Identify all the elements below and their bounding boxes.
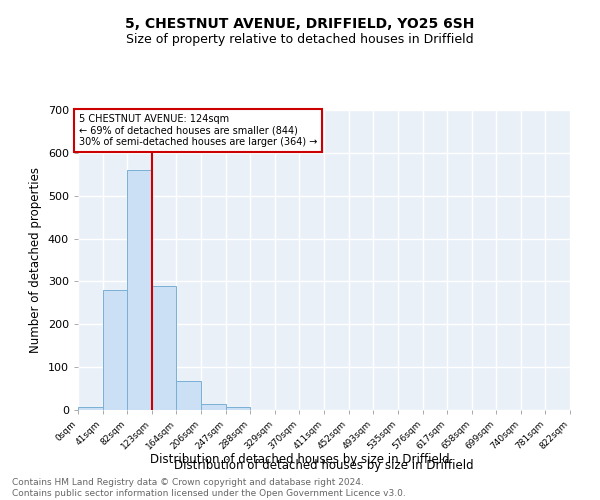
Text: Distribution of detached houses by size in Driffield: Distribution of detached houses by size … (150, 452, 450, 466)
X-axis label: Distribution of detached houses by size in Driffield: Distribution of detached houses by size … (174, 460, 474, 472)
Bar (127, 170, 152, 410)
Bar (78, 406, 103, 410)
Text: 5 CHESTNUT AVENUE: 124sqm
← 69% of detached houses are smaller (844)
30% of semi: 5 CHESTNUT AVENUE: 124sqm ← 69% of detac… (79, 114, 317, 148)
Text: 5, CHESTNUT AVENUE, DRIFFIELD, YO25 6SH: 5, CHESTNUT AVENUE, DRIFFIELD, YO25 6SH (125, 18, 475, 32)
Bar (201, 404, 226, 410)
Bar (152, 286, 176, 410)
Text: Size of property relative to detached houses in Driffield: Size of property relative to detached ho… (126, 32, 474, 46)
Bar (103, 290, 127, 410)
Bar (176, 381, 201, 410)
Text: Contains HM Land Registry data © Crown copyright and database right 2024.
Contai: Contains HM Land Registry data © Crown c… (12, 478, 406, 498)
Y-axis label: Number of detached properties: Number of detached properties (29, 167, 42, 353)
Bar (226, 406, 250, 410)
